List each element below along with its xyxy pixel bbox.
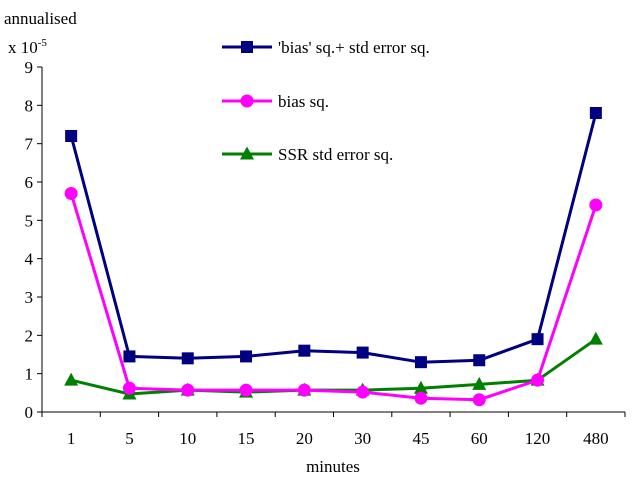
y-tick-label: 9	[25, 58, 34, 77]
x-tick-label: 30	[354, 429, 371, 448]
data-point	[298, 344, 311, 357]
legend-label: 'bias' sq.+ std error sq.	[278, 38, 430, 57]
data-point	[414, 391, 428, 405]
data-point	[589, 198, 603, 212]
y-axis-scale: x 10-5	[8, 37, 47, 57]
y-tick-label: 6	[25, 173, 34, 192]
series-circle	[64, 187, 603, 407]
y-tick-label: 8	[25, 96, 34, 115]
legend-entry: SSR std error sq.	[222, 145, 393, 164]
data-point	[531, 333, 544, 346]
x-tick-label: 10	[179, 429, 196, 448]
legend-label: SSR std error sq.	[278, 145, 393, 164]
x-tick-label: 480	[583, 429, 609, 448]
x-axis-title: minutes	[306, 457, 360, 476]
y-tick-label: 5	[25, 211, 34, 230]
x-tick-label: 60	[471, 429, 488, 448]
data-point	[589, 107, 602, 119]
data-point	[414, 356, 427, 369]
legend-entry: 'bias' sq.+ std error sq.	[222, 38, 430, 57]
y-tick-label: 4	[25, 250, 34, 269]
data-point	[531, 373, 545, 387]
legend-marker	[240, 94, 254, 108]
y-tick-label: 7	[25, 135, 34, 154]
data-point	[240, 350, 253, 363]
x-ticks: 1 5 10 15 20 30 45 60 120 480	[41, 412, 626, 448]
data-point	[297, 383, 311, 397]
data-point	[123, 350, 136, 363]
data-point	[472, 376, 487, 390]
y-axis-scale-exponent: -5	[38, 37, 48, 49]
data-point	[64, 372, 79, 386]
data-point	[64, 187, 78, 200]
data-point	[413, 380, 428, 394]
y-tick-label: 3	[25, 288, 34, 307]
data-point	[181, 383, 195, 397]
data-point	[356, 346, 369, 359]
y-tick-label: 2	[25, 326, 34, 345]
x-tick-label: 20	[296, 429, 313, 448]
legend-entry: bias sq.	[222, 92, 329, 111]
y-axis-title: annualised	[4, 9, 77, 28]
series-line	[69, 112, 598, 364]
x-tick-label: 120	[525, 429, 551, 448]
legend-marker	[240, 146, 254, 160]
data-point	[588, 331, 603, 345]
legend-marker	[241, 41, 253, 53]
data-point	[473, 354, 486, 367]
series-layer	[64, 107, 603, 407]
y-ticks: 0 1 2 3 4 5 6 7 8 9	[25, 58, 42, 422]
data-point	[181, 352, 194, 365]
data-point	[239, 383, 253, 397]
x-tick-label: 5	[125, 429, 134, 448]
series-square	[65, 107, 602, 369]
data-point	[122, 381, 136, 395]
y-axis-scale-base: x 10	[8, 38, 38, 57]
y-tick-label: 1	[25, 365, 34, 384]
data-point	[356, 385, 370, 399]
legend-label: bias sq.	[278, 92, 329, 111]
x-tick-label: 1	[67, 429, 76, 448]
series-line	[69, 193, 598, 402]
data-point	[472, 393, 486, 407]
legend: 'bias' sq.+ std error sq. bias sq. SSR std…	[222, 38, 430, 164]
x-tick-label: 45	[412, 429, 429, 448]
data-point	[65, 130, 78, 142]
y-tick-label: 0	[25, 403, 34, 422]
x-tick-label: 15	[238, 429, 255, 448]
